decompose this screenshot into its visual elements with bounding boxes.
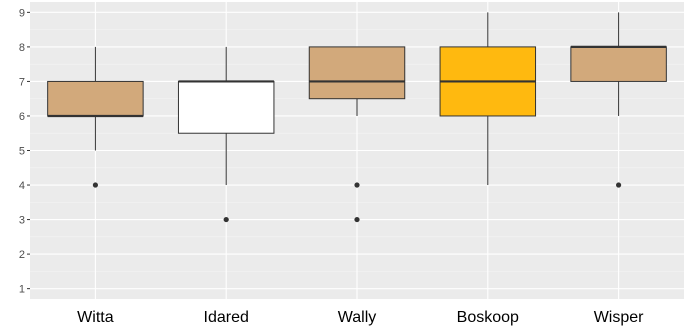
y-tick-label: 1 xyxy=(19,284,25,296)
x-tick-label: Wally xyxy=(338,309,377,326)
y-tick-label: 7 xyxy=(19,76,25,88)
box-group-wally xyxy=(308,46,406,223)
x-tick-label: Boskoop xyxy=(457,309,519,326)
box-group-idared xyxy=(177,46,275,223)
outlier-point xyxy=(616,182,622,188)
outlier-point xyxy=(223,216,229,223)
y-tick-label: 3 xyxy=(19,215,25,227)
box-group-boskoop xyxy=(439,12,537,186)
y-tick-label: 2 xyxy=(19,249,25,261)
box xyxy=(47,80,144,117)
box xyxy=(308,46,406,100)
box xyxy=(570,46,667,82)
y-tick-label: 4 xyxy=(19,180,25,192)
outlier-point xyxy=(354,216,360,223)
x-axis: Witta Idared Wally Boskoop Wisper xyxy=(77,309,644,326)
y-tick-label: 5 xyxy=(19,146,25,158)
x-tick-label: Idared xyxy=(204,309,249,326)
outlier-point xyxy=(92,182,98,188)
x-tick-label: Witta xyxy=(77,309,114,326)
y-axis: 1 2 3 4 5 6 7 8 9 xyxy=(19,7,30,296)
y-tick-label: 8 xyxy=(19,42,25,54)
box-group-witta xyxy=(47,46,144,188)
outlier-point xyxy=(354,182,360,188)
box-layer xyxy=(47,12,667,223)
y-tick-label: 9 xyxy=(19,7,25,19)
box xyxy=(177,80,275,134)
box-group-wisper xyxy=(570,12,667,188)
x-tick-label: Wisper xyxy=(594,309,644,326)
y-tick-label: 6 xyxy=(19,111,25,123)
